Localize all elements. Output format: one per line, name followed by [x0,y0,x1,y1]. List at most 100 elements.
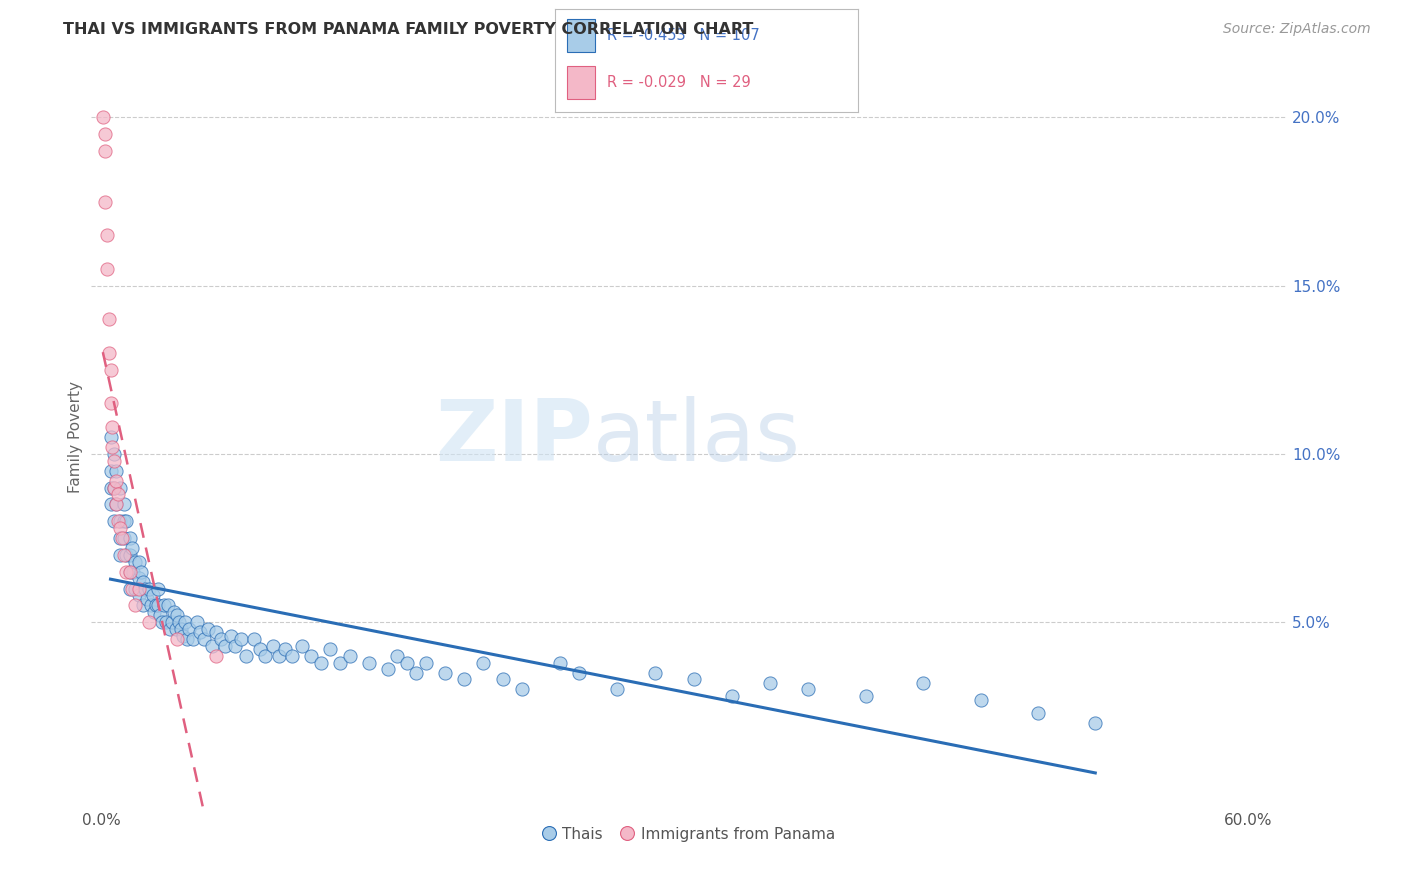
Bar [568,66,595,99]
Thais [105,497,128,511]
Thais [797,682,820,697]
Thais [721,689,744,703]
Thais [249,642,271,657]
Immigrants from Panama [101,420,124,434]
Immigrants from Panama [91,111,114,125]
Thais [166,608,188,623]
Immigrants from Panama [111,531,134,545]
Thais [235,648,257,663]
Immigrants from Panama [97,312,120,326]
Thais [142,588,165,602]
Thais [148,582,170,596]
Thais [855,689,877,703]
Text: Source: ZipAtlas.com: Source: ZipAtlas.com [1223,22,1371,37]
Thais [415,656,437,670]
Thais [177,622,200,636]
Thais [156,599,179,613]
Thais [100,497,122,511]
Immigrants from Panama [96,261,118,276]
Thais [357,656,380,670]
Thais [114,548,136,562]
Thais [103,481,125,495]
Thais [128,588,150,602]
Immigrants from Panama [94,144,117,158]
Immigrants from Panama [166,632,188,646]
Immigrants from Panama [107,487,129,501]
Thais [969,692,991,706]
Thais [224,639,246,653]
Thais [139,599,162,613]
Thais [172,629,194,643]
Immigrants from Panama [128,582,150,596]
Thais [254,648,277,663]
Thais [134,582,156,596]
Thais [453,673,475,687]
Thais [153,599,176,613]
Thais [1026,706,1049,720]
Thais [201,639,224,653]
Thais [100,430,122,444]
Thais [122,565,145,579]
Thais [100,481,122,495]
Immigrants from Panama [105,474,128,488]
Thais [124,582,146,596]
Text: atlas: atlas [593,395,801,479]
Thais [118,531,141,545]
Thais [149,608,172,623]
Thais [160,615,183,630]
Thais [118,582,141,596]
Thais [219,629,242,643]
Immigrants from Panama [124,599,146,613]
Immigrants from Panama [112,548,135,562]
Immigrants from Panama [105,497,128,511]
Thais [214,639,236,653]
Immigrants from Panama [114,565,136,579]
Thais [100,464,122,478]
Thais [143,605,166,619]
Thais [273,642,295,657]
Thais [395,656,418,670]
Thais [108,531,131,545]
Y-axis label: Family Poverty: Family Poverty [67,381,83,493]
Thais [138,582,160,596]
Thais [114,514,136,528]
Thais [170,622,193,636]
Thais [165,622,187,636]
Immigrants from Panama [107,514,129,528]
Immigrants from Panama [97,346,120,360]
Thais [568,665,591,680]
Thais [105,464,128,478]
Thais [112,514,135,528]
Thais [329,656,352,670]
Thais [204,625,226,640]
Thais [121,541,143,555]
Thais [319,642,342,657]
Thais [169,615,191,630]
Thais [193,632,215,646]
Thais [434,665,457,680]
Thais [103,447,125,461]
Thais [112,531,135,545]
Thais [132,574,155,589]
Immigrants from Panama [103,453,125,467]
Thais [197,622,219,636]
Thais [124,555,146,569]
Immigrants from Panama [118,565,141,579]
Immigrants from Panama [108,521,131,535]
Thais [186,615,208,630]
Thais [267,648,290,663]
Thais [243,632,266,646]
Immigrants from Panama [204,648,226,663]
Thais [606,682,628,697]
Immigrants from Panama [101,440,124,454]
Thais [912,675,935,690]
Text: R = -0.453   N = 107: R = -0.453 N = 107 [607,28,759,43]
Immigrants from Panama [94,127,117,141]
Thais [128,555,150,569]
Immigrants from Panama [121,582,143,596]
Thais [262,639,284,653]
Thais [299,648,322,663]
Thais [548,656,571,670]
Thais [145,599,167,613]
Thais [148,599,170,613]
